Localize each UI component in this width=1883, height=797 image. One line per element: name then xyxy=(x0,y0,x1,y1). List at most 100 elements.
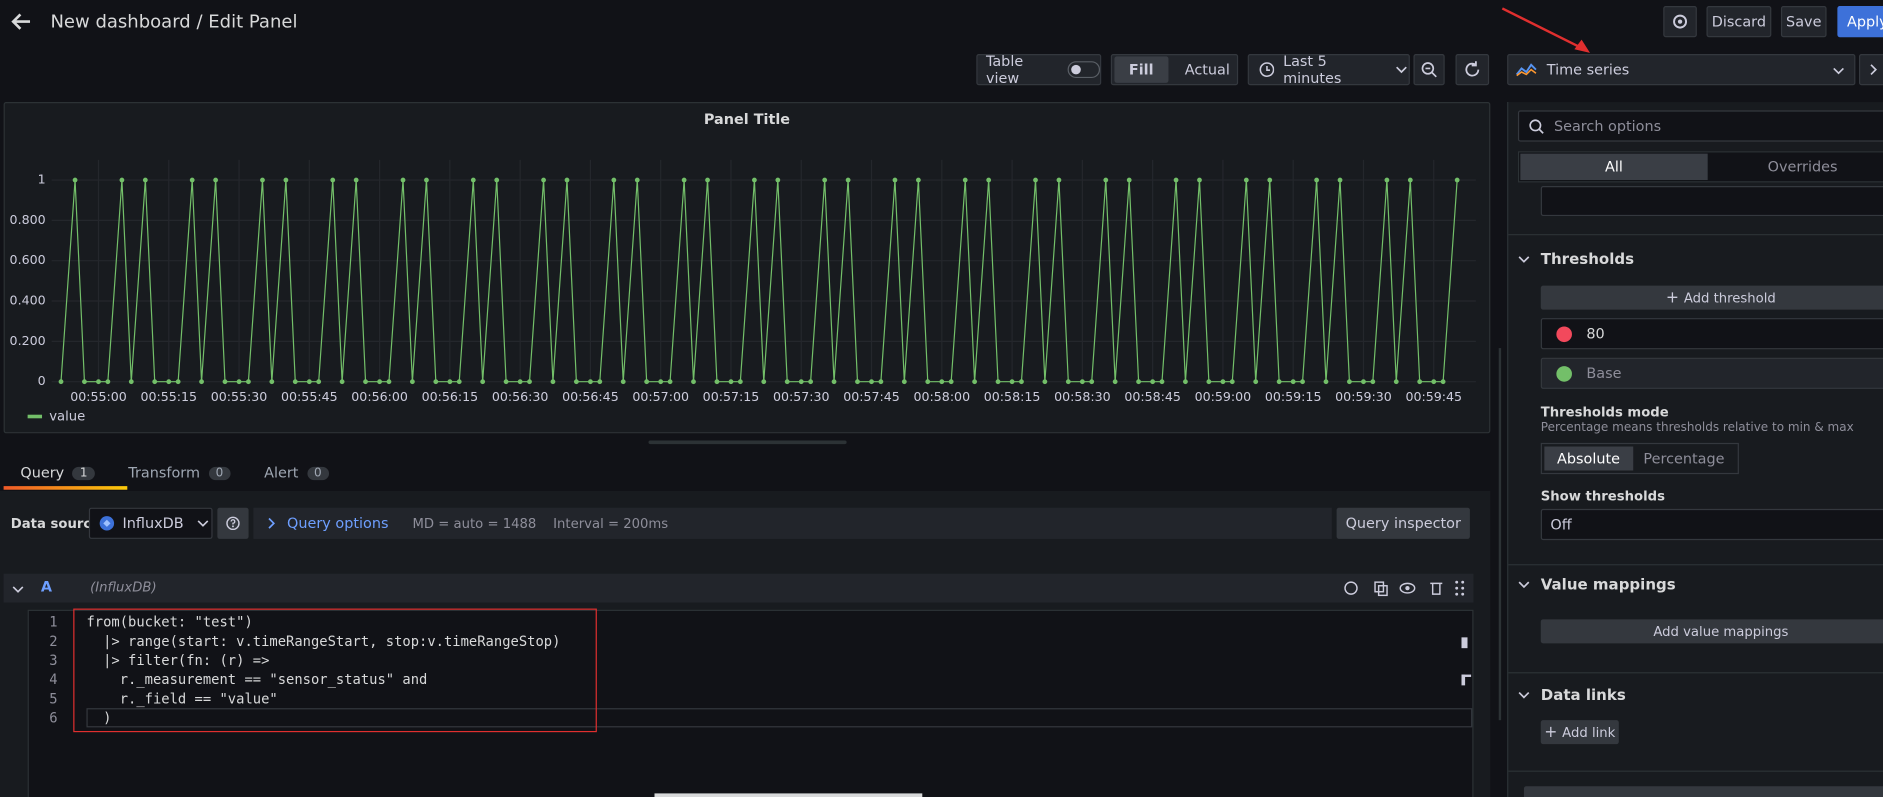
query-tab[interactable]: Transform 0 xyxy=(111,456,247,490)
annotation-arrow xyxy=(1501,7,1590,53)
data-point xyxy=(1159,379,1165,385)
table-view-toggle[interactable]: Table view xyxy=(976,52,1102,87)
percentage-option[interactable]: Percentage xyxy=(1643,450,1725,467)
data-point xyxy=(1300,379,1305,385)
search-options[interactable]: Search options xyxy=(1517,110,1883,142)
query-options-bar[interactable]: Query options MD = auto = 1488 Interval … xyxy=(253,507,1332,539)
add-link-button[interactable]: + Add link xyxy=(1540,720,1619,745)
bottom-button[interactable] xyxy=(1523,786,1883,797)
absolute-option[interactable]: Absolute xyxy=(1544,446,1633,471)
data-point xyxy=(1276,379,1282,385)
refresh-button[interactable] xyxy=(1455,54,1490,86)
query-ref-id[interactable]: A xyxy=(40,578,52,596)
add-value-mappings-button[interactable]: Add value mappings xyxy=(1540,619,1883,644)
data-source-picker[interactable]: InfluxDB xyxy=(88,507,213,539)
thresholds-mode-group: Absolute Percentage xyxy=(1540,442,1739,475)
x-tick-label: 00:55:00 xyxy=(70,389,127,404)
data-point xyxy=(714,379,720,385)
visualization-name: Time series xyxy=(1546,61,1630,79)
data-point xyxy=(316,379,322,385)
page-title: New dashboard / Edit Panel xyxy=(50,10,298,33)
x-tick-label: 00:59:45 xyxy=(1405,389,1462,404)
line-number: 3 xyxy=(49,651,58,669)
data-links-title[interactable]: Data links xyxy=(1540,685,1626,704)
search-placeholder: Search options xyxy=(1553,117,1662,135)
x-tick-label: 00:58:00 xyxy=(914,389,971,404)
data-point xyxy=(456,379,462,385)
data-point xyxy=(1206,379,1212,385)
options-pane: Search options All Overrides Thresholds … xyxy=(1507,102,1883,797)
discard-button[interactable]: Discard xyxy=(1706,6,1772,38)
data-point xyxy=(962,177,968,183)
data-point xyxy=(1243,177,1249,183)
data-point xyxy=(541,177,546,183)
data-point xyxy=(377,379,382,385)
save-button[interactable]: Save xyxy=(1780,6,1827,38)
data-point xyxy=(166,379,172,385)
threshold-color xyxy=(1556,366,1572,382)
fill-option[interactable]: Fill xyxy=(1114,56,1168,83)
data-point xyxy=(1431,379,1437,385)
show-thresholds-select[interactable]: Off xyxy=(1540,508,1883,541)
code-line: |> range(start: v.timeRangeStart, stop:v… xyxy=(86,632,561,650)
data-point xyxy=(995,379,1001,385)
code-editor[interactable]: 1 from(bucket: "test") 2 |> range(start: v… xyxy=(27,609,1474,797)
y-tick-label: 0.400 xyxy=(10,293,46,308)
add-threshold-button[interactable]: + Add threshold xyxy=(1540,285,1883,310)
active-tab-indicator xyxy=(3,486,128,490)
data-point xyxy=(283,177,289,183)
table-view-label: Table view xyxy=(985,52,1024,87)
value-mappings-title[interactable]: Value mappings xyxy=(1540,574,1676,593)
thresholds-title[interactable]: Thresholds xyxy=(1540,249,1635,268)
data-point xyxy=(1267,177,1273,183)
back-button[interactable] xyxy=(10,11,34,33)
data-point xyxy=(433,379,439,385)
collapse-options-button[interactable] xyxy=(1858,54,1883,86)
overrides-tab[interactable]: Overrides xyxy=(1767,158,1838,176)
line-number: 5 xyxy=(49,690,58,707)
data-source-label: Data source xyxy=(10,516,101,532)
all-tab[interactable]: All xyxy=(1520,153,1708,181)
annotation-box xyxy=(73,608,597,733)
data-point xyxy=(1009,379,1015,385)
data-point xyxy=(1065,379,1071,385)
x-tick-label: 00:58:45 xyxy=(1124,389,1181,404)
data-point xyxy=(901,379,907,385)
actual-option[interactable]: Actual xyxy=(1184,61,1230,79)
data-point xyxy=(915,177,921,183)
apply-button[interactable]: Apply xyxy=(1837,6,1883,38)
splitter[interactable] xyxy=(648,440,847,445)
query-tab[interactable]: Alert 0 xyxy=(247,456,345,490)
data-point xyxy=(119,177,125,183)
threshold-base: Base xyxy=(1586,364,1622,382)
data-point xyxy=(1112,379,1118,385)
thresholds-mode-description: Percentage means thresholds relative to … xyxy=(1540,421,1854,435)
data-point xyxy=(1103,177,1109,183)
query-inspector-button[interactable]: Query inspector xyxy=(1336,507,1470,539)
show-thresholds-title: Show thresholds xyxy=(1540,488,1665,505)
data-point xyxy=(292,379,298,385)
partial-input[interactable] xyxy=(1540,186,1883,217)
legend-swatch xyxy=(27,414,43,419)
query-options-label: Query options xyxy=(287,514,389,532)
data-point xyxy=(1229,379,1235,385)
zoom-out-button[interactable] xyxy=(1413,54,1445,86)
pane-divider[interactable] xyxy=(1498,348,1502,721)
data-point xyxy=(306,379,312,385)
data-source-help[interactable] xyxy=(217,507,249,539)
time-picker[interactable]: Last 5 minutes xyxy=(1247,53,1410,86)
query-row-actions[interactable] xyxy=(1341,580,1466,597)
data-point xyxy=(1126,177,1132,183)
data-point xyxy=(1150,379,1156,385)
visualization-picker[interactable]: Time series xyxy=(1507,54,1856,86)
tab-label: Alert xyxy=(264,464,299,482)
data-point xyxy=(986,177,992,183)
settings-button[interactable] xyxy=(1663,6,1697,38)
data-point xyxy=(808,379,814,385)
data-point xyxy=(550,379,556,385)
query-tab[interactable]: Query 1 xyxy=(4,456,112,490)
fill-actual-group: Fill Actual xyxy=(1110,54,1239,86)
data-point xyxy=(1454,177,1460,183)
data-point xyxy=(1440,379,1446,385)
